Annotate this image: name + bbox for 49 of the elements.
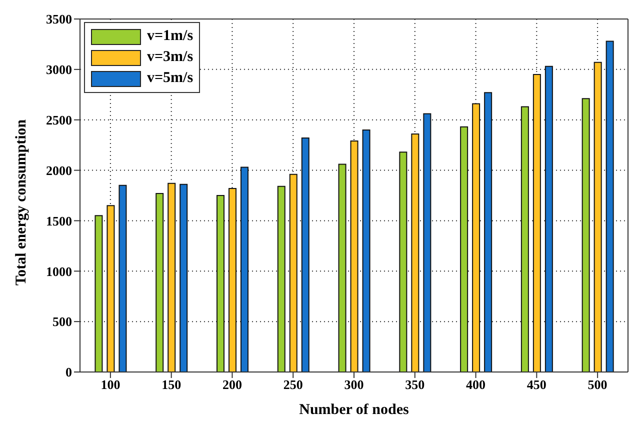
y-tick-label: 3000 — [46, 62, 72, 78]
bar — [594, 62, 602, 372]
x-tick-label: 150 — [162, 377, 182, 392]
bar — [544, 66, 553, 372]
bar — [228, 188, 236, 372]
bar — [277, 186, 286, 372]
x-tick-label: 300 — [344, 377, 364, 392]
y-tick-label: 2000 — [46, 162, 72, 178]
bar — [532, 74, 541, 372]
bar — [168, 182, 176, 372]
bar — [472, 103, 480, 372]
legend-label: v=1m/s — [147, 28, 194, 45]
x-tick-label: 500 — [588, 377, 608, 392]
bar — [484, 92, 492, 372]
x-tick-label: 350 — [405, 377, 425, 392]
bar — [156, 192, 164, 372]
bar — [338, 164, 346, 372]
legend-label: v=5m/s — [147, 70, 194, 87]
bar — [118, 184, 127, 372]
bar — [411, 133, 420, 372]
y-tick-label: 0 — [66, 364, 72, 380]
bar — [423, 113, 432, 372]
y-tick-label: 3500 — [46, 12, 72, 27]
x-tick-label: 100 — [100, 377, 120, 392]
bar — [289, 174, 298, 372]
y-tick-label: 500 — [52, 314, 72, 330]
bar — [180, 184, 188, 372]
bar — [460, 126, 468, 372]
bar — [350, 140, 358, 372]
bar — [216, 195, 224, 372]
bar — [582, 98, 590, 372]
x-tick-label: 450 — [526, 377, 546, 392]
x-tick-label: 400 — [466, 377, 486, 392]
bar — [240, 166, 248, 372]
bar — [520, 106, 529, 372]
bar — [399, 152, 408, 372]
y-axis-title: Total energy consumption — [13, 118, 30, 286]
legend-label: v=3m/s — [147, 49, 194, 66]
bar — [606, 40, 614, 372]
y-tick-label: 1000 — [46, 264, 72, 279]
x-tick-label: 250 — [283, 377, 303, 392]
y-tick-label: 2500 — [46, 112, 72, 128]
x-tick-label: 200 — [222, 377, 242, 392]
x-axis-title: Number of nodes — [299, 402, 410, 418]
y-tick-label: 1500 — [46, 213, 72, 228]
bar — [94, 215, 103, 372]
bar — [301, 138, 310, 372]
bar — [106, 205, 115, 372]
bar — [362, 129, 370, 372]
